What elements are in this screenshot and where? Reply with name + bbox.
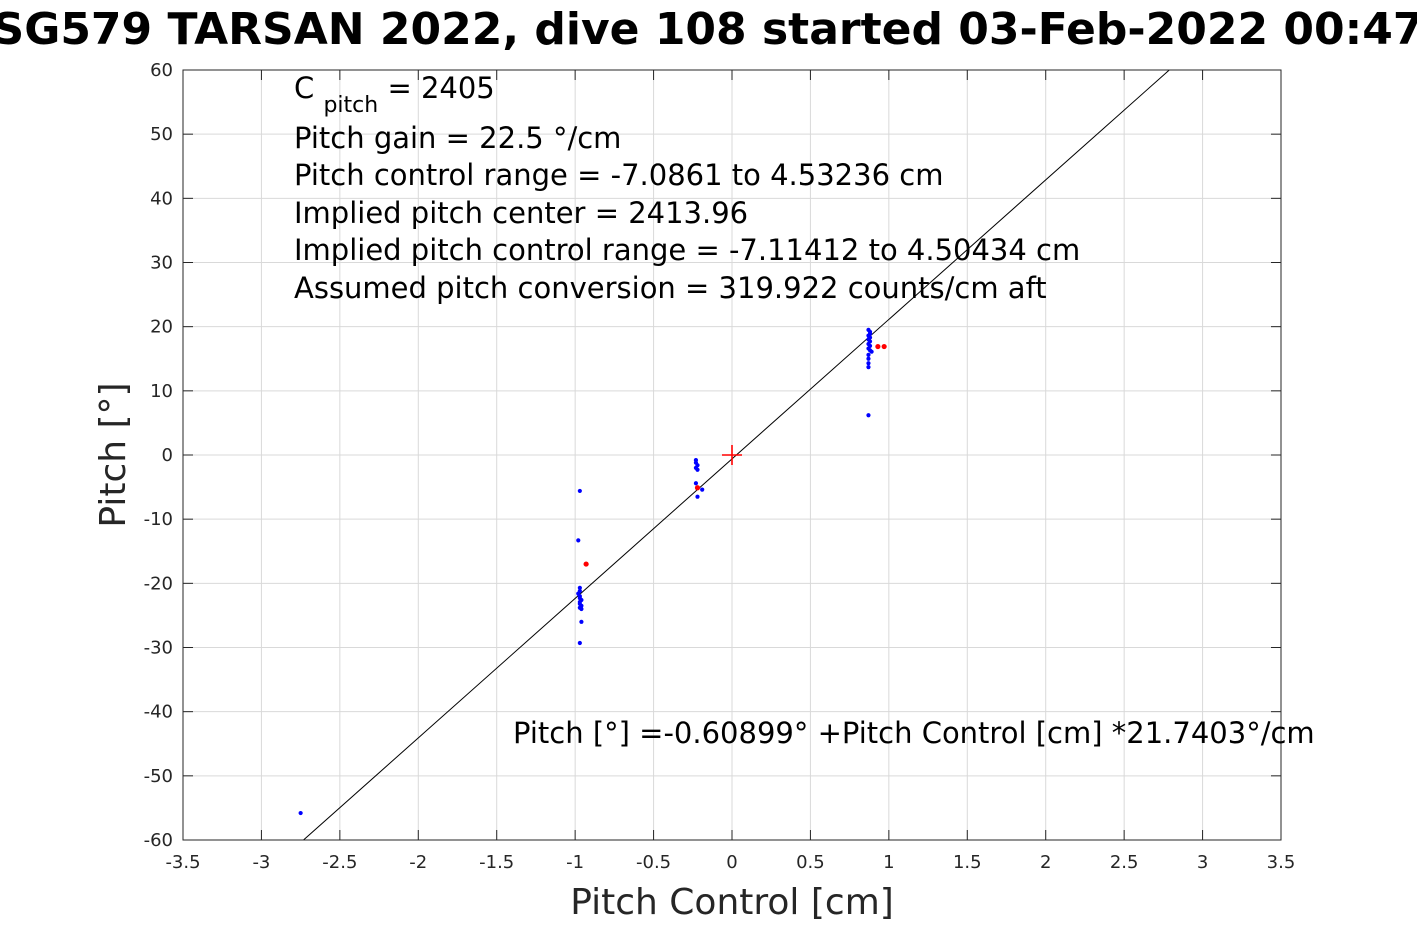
y-tick-label: -40 <box>144 702 173 723</box>
y-tick-label: 10 <box>150 381 173 402</box>
data-point <box>577 640 582 646</box>
x-tick-label: -0.5 <box>636 852 671 873</box>
y-tick-label: 60 <box>150 60 173 81</box>
x-tick-label: 3.5 <box>1267 852 1296 873</box>
cpitch-subscript: pitch <box>323 93 378 118</box>
data-point <box>695 467 700 472</box>
y-tick-label: 0 <box>162 445 173 466</box>
implied-range-annotation: Implied pitch control range = -7.11412 t… <box>294 233 1080 267</box>
data-point <box>866 361 871 366</box>
pitch-gain-annotation: Pitch gain = 22.5 °/cm <box>294 121 621 155</box>
x-tick-label: 0 <box>726 852 737 873</box>
y-tick-label: -50 <box>144 766 173 787</box>
data-point <box>869 349 874 354</box>
x-axis-label: Pitch Control [cm] <box>570 882 894 923</box>
cpitch-value: = 2405 <box>387 71 494 105</box>
cpitch-symbol: C <box>294 71 314 105</box>
y-tick-label: 30 <box>150 253 173 274</box>
x-tick-label: 2.5 <box>1110 852 1139 873</box>
x-tick-label: -3 <box>252 852 270 873</box>
data-point <box>866 413 871 418</box>
x-tick-label: -2 <box>409 852 427 873</box>
data-point <box>579 606 584 612</box>
data-point <box>576 538 581 543</box>
y-tick-label: 40 <box>150 188 173 209</box>
data-point <box>579 619 584 624</box>
cpitch-annotation: C pitch = 2405 <box>294 71 495 119</box>
implied-center-annotation: Implied pitch center = 2413.96 <box>294 196 748 230</box>
y-tick-label: 50 <box>150 124 173 145</box>
y-tick-label: -30 <box>144 638 173 659</box>
x-tick-label: -2.5 <box>322 852 357 873</box>
data-point <box>866 356 871 361</box>
data-point <box>695 494 700 499</box>
x-tick-label: 3 <box>1197 852 1208 873</box>
excluded-point <box>583 561 589 567</box>
y-tick-label: 20 <box>150 317 173 338</box>
data-point <box>866 364 871 370</box>
data-point <box>577 488 582 494</box>
data-point <box>700 487 705 492</box>
x-tick-label: 0.5 <box>796 852 825 873</box>
x-tick-label: -1.5 <box>479 852 514 873</box>
data-point <box>866 352 871 357</box>
conversion-annotation: Assumed pitch conversion = 319.922 count… <box>294 271 1047 305</box>
y-ticks: -60 -50 -40 -30 -20 -10 0 10 20 30 40 50 60 <box>144 60 1281 851</box>
x-tick-label: 1.5 <box>953 852 982 873</box>
excluded-point <box>694 485 701 491</box>
data-points <box>298 327 887 816</box>
data-point <box>298 810 303 816</box>
x-tick-label: -1 <box>566 852 584 873</box>
center-marker-group <box>722 445 742 465</box>
pitch-control-range-annotation: Pitch control range = -7.0861 to 4.53236… <box>294 158 943 192</box>
y-tick-label: -10 <box>144 509 173 530</box>
excluded-point <box>881 343 887 350</box>
data-point <box>577 585 582 590</box>
fit-equation: Pitch [°] =-0.60899° +Pitch Control [cm]… <box>513 716 1315 750</box>
x-tick-label: 1 <box>883 852 894 873</box>
y-tick-label: -60 <box>144 830 173 851</box>
excluded-point <box>875 343 881 350</box>
x-ticks: -3.5 -3 -2.5 -2 -1.5 -1 -0.5 0 0.5 1 1.5 2 2.5 3 3.5 <box>165 70 1295 873</box>
chart-title: SG579 TARSAN 2022, dive 108 started 03-F… <box>0 4 1417 55</box>
data-point <box>693 481 699 486</box>
y-axis-label: Pitch [°] <box>93 382 134 527</box>
y-tick-label: -20 <box>144 573 173 594</box>
x-tick-label: 2 <box>1040 852 1051 873</box>
x-tick-label: -3.5 <box>165 852 200 873</box>
